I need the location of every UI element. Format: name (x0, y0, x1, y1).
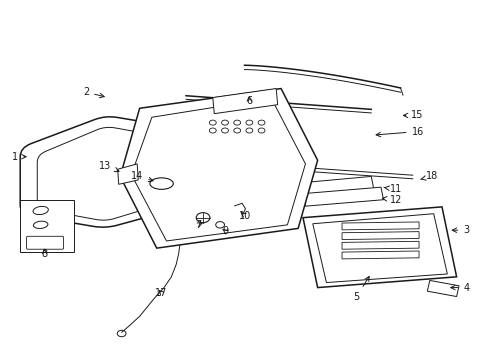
Polygon shape (303, 207, 456, 288)
Text: 6: 6 (246, 96, 252, 106)
Text: 8: 8 (41, 248, 47, 258)
Text: 12: 12 (382, 195, 401, 205)
Text: 9: 9 (222, 226, 228, 236)
Polygon shape (120, 89, 317, 248)
Polygon shape (312, 214, 447, 283)
Polygon shape (341, 251, 418, 259)
Polygon shape (303, 187, 383, 206)
Text: 7: 7 (195, 220, 202, 230)
PathPatch shape (20, 117, 190, 227)
Text: 15: 15 (403, 111, 423, 121)
Text: 18: 18 (420, 171, 437, 181)
Polygon shape (292, 176, 373, 196)
Text: 3: 3 (451, 225, 468, 235)
Text: 1: 1 (12, 152, 26, 162)
FancyBboxPatch shape (20, 200, 74, 252)
Polygon shape (341, 231, 418, 239)
Text: 11: 11 (383, 184, 401, 194)
Ellipse shape (150, 178, 173, 189)
Polygon shape (131, 98, 305, 241)
Polygon shape (427, 280, 458, 297)
Text: 13: 13 (99, 161, 119, 172)
Polygon shape (341, 222, 418, 230)
Text: 17: 17 (155, 288, 167, 298)
Text: 5: 5 (353, 276, 368, 302)
Text: 16: 16 (375, 127, 423, 137)
PathPatch shape (37, 127, 176, 220)
Text: 2: 2 (83, 87, 104, 98)
Polygon shape (341, 241, 418, 249)
Polygon shape (118, 164, 138, 184)
Text: 10: 10 (239, 211, 251, 221)
Polygon shape (212, 89, 277, 114)
Text: 4: 4 (450, 283, 468, 293)
Text: 14: 14 (131, 171, 153, 182)
